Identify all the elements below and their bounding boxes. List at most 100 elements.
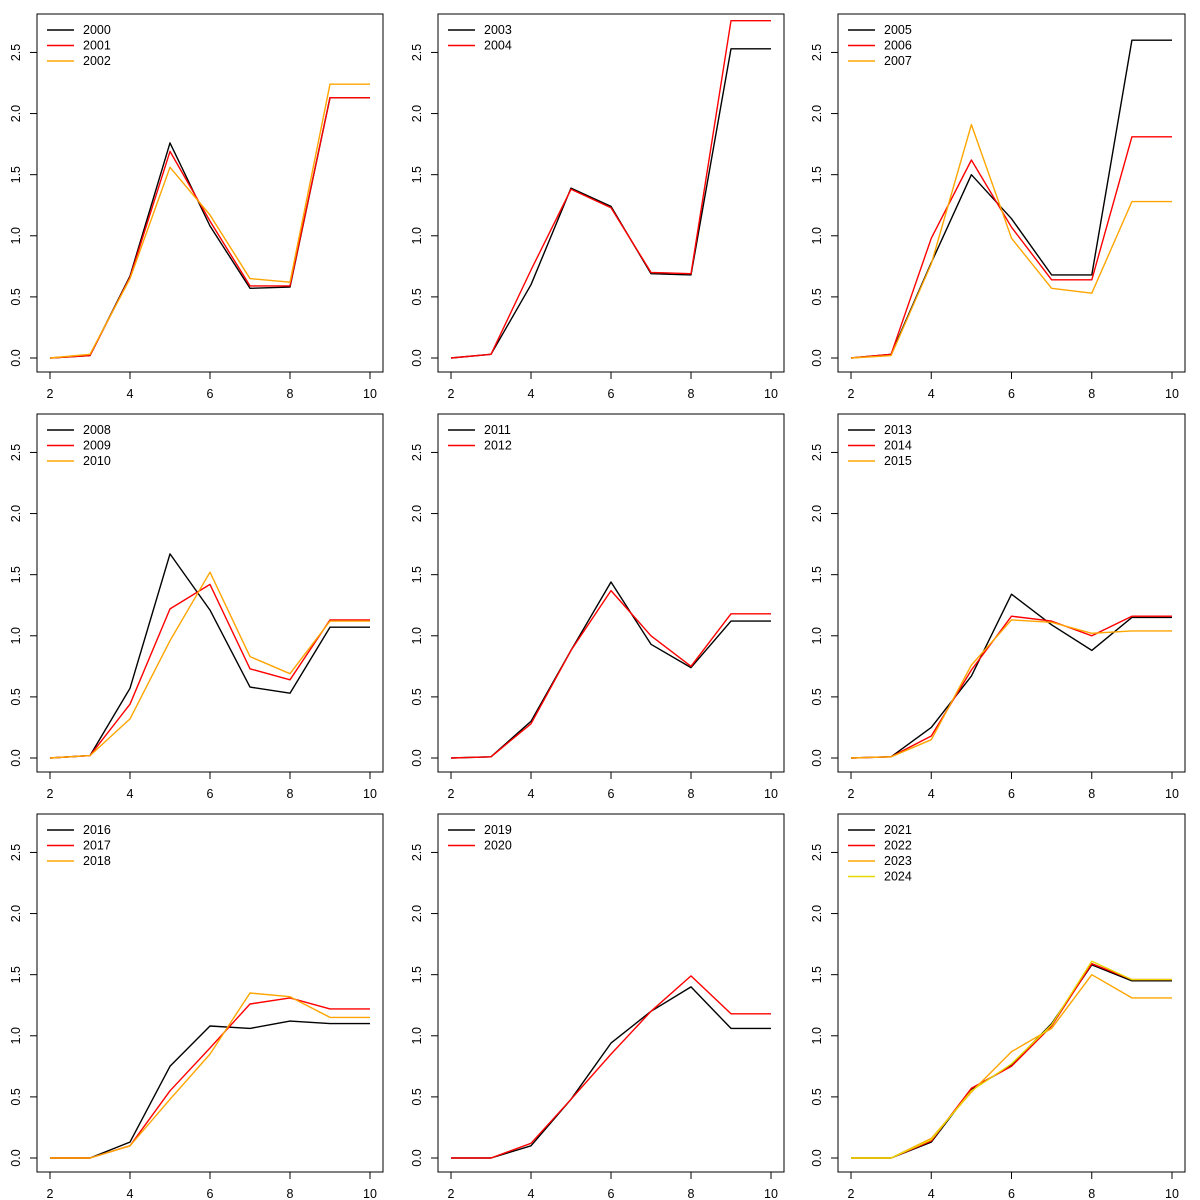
series-line-2018	[50, 992, 370, 1159]
legend-label: 2023	[884, 854, 912, 868]
x-tick-label: 8	[287, 387, 294, 401]
x-tick-label: 6	[207, 387, 214, 401]
y-tick-label: 0.0	[410, 1149, 424, 1166]
legend-label: 2021	[884, 823, 912, 837]
y-tick-label: 2.0	[410, 105, 424, 122]
legend-label: 2024	[884, 870, 912, 884]
y-tick-label: 2.0	[410, 505, 424, 522]
x-tick-label: 2	[448, 1187, 455, 1200]
y-tick-label: 0.5	[810, 1088, 824, 1105]
plot-frame	[437, 13, 785, 373]
y-tick-label: 2.0	[810, 905, 824, 922]
y-tick-label: 1.5	[810, 166, 824, 183]
x-tick-label: 10	[1165, 1187, 1179, 1200]
legend-label: 2015	[884, 454, 912, 468]
x-tick-label: 10	[363, 387, 377, 401]
x-tick-label: 2	[448, 787, 455, 801]
legend-label: 2003	[484, 23, 512, 37]
x-tick-label: 10	[764, 1187, 778, 1200]
legend-label: 2010	[83, 454, 111, 468]
x-tick-label: 10	[764, 787, 778, 801]
y-tick-label: 0.0	[810, 349, 824, 366]
series-line-2001	[49, 96, 370, 359]
x-tick-label: 10	[1165, 387, 1179, 401]
legend-label: 2014	[884, 439, 912, 453]
x-tick-label: 8	[287, 787, 294, 801]
legend: 2019 2020	[448, 823, 512, 853]
x-tick-label: 4	[127, 387, 134, 401]
chart-panel: 2 4 6 8 10 0.0 0.5 1.0 1.5 2.0 2.5 2019 2020	[410, 813, 785, 1200]
y-tick-label: 2.0	[410, 905, 424, 922]
x-tick-label: 2	[848, 1187, 855, 1200]
y-tick-label: 0.0	[9, 1149, 23, 1166]
x-tick-label: 6	[1008, 1187, 1015, 1200]
y-tick-label: 2.5	[9, 844, 23, 861]
y-tick-label: 0.0	[410, 349, 424, 366]
x-tick-label: 2	[47, 1187, 54, 1200]
y-tick-label: 1.0	[9, 227, 23, 244]
y-tick-label: 1.5	[9, 166, 23, 183]
legend-label: 2001	[83, 39, 111, 53]
series-line-2011	[450, 581, 771, 759]
legend-label: 2008	[83, 423, 111, 437]
y-tick-label: 2.5	[9, 44, 23, 61]
x-tick-label: 10	[363, 787, 377, 801]
x-tick-label: 8	[287, 1187, 294, 1200]
legend-label: 2002	[83, 54, 111, 68]
x-tick-label: 2	[448, 387, 455, 401]
y-tick-label: 2.0	[810, 505, 824, 522]
y-tick-label: 0.0	[810, 1149, 824, 1166]
legend: 2011 2012	[448, 423, 512, 453]
x-tick-label: 2	[848, 387, 855, 401]
x-tick-label: 6	[1008, 387, 1015, 401]
legend-label: 2019	[484, 823, 512, 837]
series-line-2007	[850, 123, 1172, 359]
legend-label: 2011	[484, 423, 511, 437]
x-tick-label: 4	[528, 387, 535, 401]
series-line-2013	[850, 593, 1172, 759]
series-line-2008	[49, 553, 370, 759]
y-tick-label: 0.5	[9, 288, 23, 305]
y-tick-label: 1.5	[810, 966, 824, 983]
legend-label: 2009	[83, 439, 111, 453]
series-line-2005	[850, 39, 1172, 359]
y-tick-label: 2.5	[410, 844, 424, 861]
y-tick-label: 0.5	[810, 288, 824, 305]
x-tick-label: 2	[47, 787, 54, 801]
x-tick-label: 6	[1008, 787, 1015, 801]
series-line-2006	[850, 136, 1172, 359]
y-tick-label: 1.5	[410, 966, 424, 983]
y-tick-label: 0.0	[410, 749, 424, 766]
x-tick-label: 4	[528, 787, 535, 801]
y-tick-label: 0.0	[9, 349, 23, 366]
y-tick-label: 2.0	[9, 105, 23, 122]
y-tick-label: 2.0	[810, 105, 824, 122]
series-line-2024	[851, 960, 1172, 1159]
x-tick-label: 4	[928, 387, 935, 401]
legend-label: 2004	[484, 39, 512, 53]
x-tick-label: 8	[688, 387, 695, 401]
legend: 2003 2004	[448, 23, 512, 53]
x-tick-label: 10	[1165, 787, 1179, 801]
y-tick-label: 2.5	[9, 444, 23, 461]
x-tick-label: 6	[608, 387, 615, 401]
legend-label: 2000	[83, 23, 111, 37]
x-tick-label: 10	[363, 1187, 377, 1200]
y-tick-label: 0.5	[9, 1088, 23, 1105]
y-tick-label: 1.5	[810, 566, 824, 583]
y-tick-label: 0.0	[810, 749, 824, 766]
series-line-2002	[49, 83, 370, 359]
series-line-2015	[850, 619, 1172, 759]
x-tick-label: 8	[1088, 787, 1095, 801]
x-tick-label: 4	[528, 1187, 535, 1200]
y-tick-label: 2.5	[810, 444, 824, 461]
legend-label: 2013	[884, 423, 912, 437]
y-tick-label: 0.0	[9, 749, 23, 766]
